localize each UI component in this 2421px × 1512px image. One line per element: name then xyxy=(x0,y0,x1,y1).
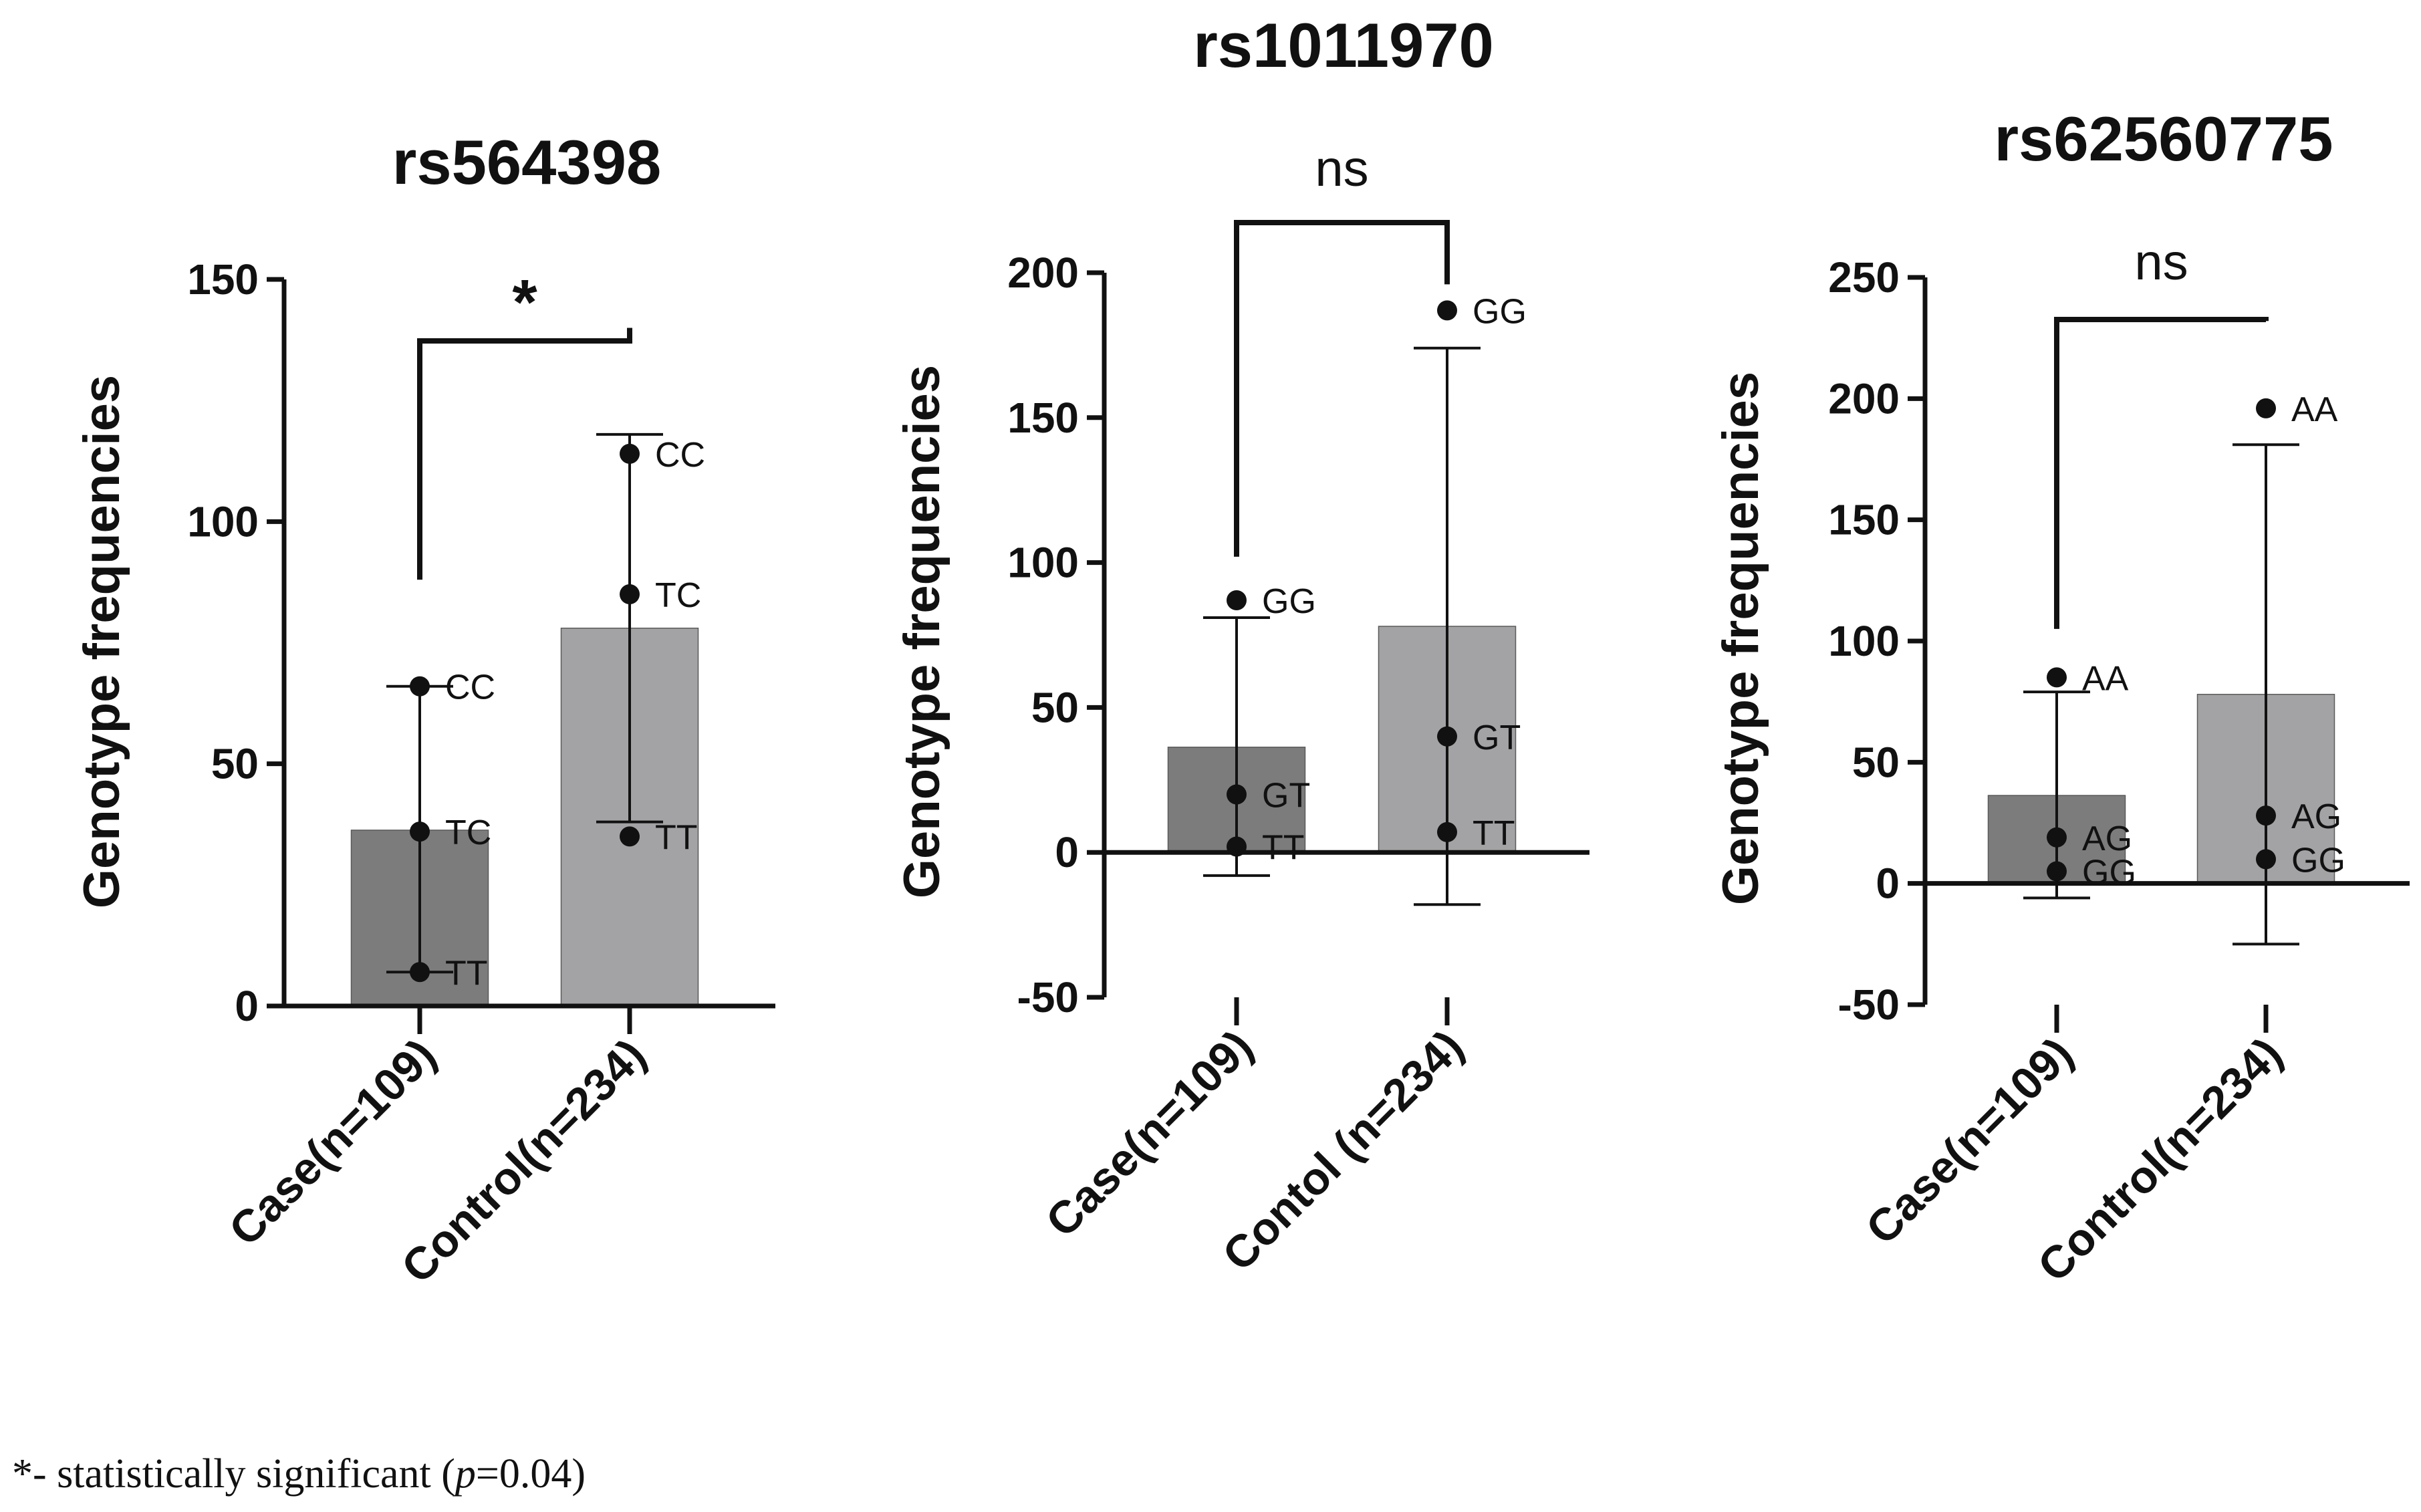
chart3-category-label-1: Case(n=109) xyxy=(1856,1028,2082,1254)
chart1-significance-bracket xyxy=(417,328,632,580)
chart3-y-tick-label: 50 xyxy=(1852,738,1900,786)
chart1-point-tc-2 xyxy=(620,584,640,605)
chart3-point-ag-1 xyxy=(2047,827,2067,848)
chart1-point-label-tt-1: TT xyxy=(445,954,488,993)
chart3-title: rs62560775 xyxy=(1994,104,2333,174)
chart3-significance-bracket xyxy=(2054,317,2269,629)
chart3-significance-label: ns xyxy=(2134,234,2188,291)
chart2-y-tick-label: 200 xyxy=(1007,249,1079,297)
chart1-y-tick-label: 100 xyxy=(187,497,259,545)
chart3-point-label-ag-1: AG xyxy=(2082,820,2132,858)
chart2-y-axis-label: Genotype frequencies xyxy=(894,365,950,898)
chart3-y-axis-label: Genotype frequencies xyxy=(1712,372,1769,905)
chart2-point-label-gt-2: GT xyxy=(1473,719,1521,757)
chart1-y-tick-label: 50 xyxy=(211,740,259,788)
footnote: *- statistically significant (p=0.04) xyxy=(12,1451,586,1498)
chart2-point-label-tt-1: TT xyxy=(1262,829,1305,868)
chart1-point-tc-1 xyxy=(410,822,430,842)
chart2-significance-label: ns xyxy=(1315,140,1368,197)
chart3-point-label-aa-2: AA xyxy=(2291,390,2338,429)
chart1-y-axis-label: Genotype frequencies xyxy=(74,375,130,908)
chart1-y-tick-label: 150 xyxy=(187,255,259,303)
chart2-point-tt-2 xyxy=(1437,822,1457,842)
chart3-y-tick-label: 150 xyxy=(1828,496,1900,544)
footnote-suffix: =0.04) xyxy=(475,1451,586,1497)
chart1-point-label-cc-2: CC xyxy=(655,436,705,475)
chart3-point-ag-2 xyxy=(2256,805,2276,826)
chart2-title: rs1011970 xyxy=(1193,10,1494,80)
chart3-point-label-gg-2: GG xyxy=(2291,841,2345,880)
chart3-y-tick-label: 200 xyxy=(1828,374,1900,422)
chart2-point-gt-2 xyxy=(1437,726,1457,747)
chart2-point-label-tt-2: TT xyxy=(1473,814,1515,853)
chart3-point-label-ag-2: AG xyxy=(2291,797,2341,836)
chart1-point-tt-2 xyxy=(620,826,640,847)
chart3-point-aa-1 xyxy=(2047,667,2067,688)
chart3-y-tick-label: 250 xyxy=(1828,253,1900,301)
chart2-category-label-1: Case(n=109) xyxy=(1036,1021,1262,1247)
chart1-category-label-1: Case(n=109) xyxy=(219,1029,445,1255)
chart2-y-tick-label: 0 xyxy=(1055,828,1079,876)
chart2-point-label-gg-2: GG xyxy=(1473,292,1527,331)
chart1-point-label-tt-2: TT xyxy=(655,818,698,857)
chart1-title: rs564398 xyxy=(392,127,662,197)
chart1-point-cc-1 xyxy=(410,676,430,697)
chart1-point-cc-2 xyxy=(620,443,640,464)
chart1-point-tt-1 xyxy=(410,962,430,983)
chart2-point-tt-1 xyxy=(1227,836,1247,857)
chart2-y-tick-label: 100 xyxy=(1007,539,1079,587)
chart2-point-label-gt-1: GT xyxy=(1262,776,1310,815)
chart2-point-gg-2 xyxy=(1437,300,1457,321)
chart1-point-label-tc-1: TC xyxy=(445,813,491,852)
chart3-point-aa-2 xyxy=(2256,398,2276,418)
chart2-y-tick-label: 150 xyxy=(1007,394,1079,442)
footnote-p-symbol: p xyxy=(455,1451,476,1497)
chart1-y-tick-label: 0 xyxy=(235,982,259,1030)
chart1-point-label-cc-1: CC xyxy=(445,668,495,707)
chart3-point-label-gg-1: GG xyxy=(2082,854,2136,892)
chart1-point-label-tc-2: TC xyxy=(655,576,701,615)
chart2-point-label-gg-1: GG xyxy=(1262,582,1316,621)
chart1-significance-label: * xyxy=(512,267,537,338)
chart3-y-tick-label: 0 xyxy=(1876,860,1900,908)
chart2-point-gt-1 xyxy=(1227,784,1247,805)
chart3-point-gg-2 xyxy=(2256,849,2276,870)
chart2-point-gg-1 xyxy=(1227,590,1247,610)
footnote-prefix: *- statistically significant ( xyxy=(12,1451,455,1497)
chart2-y-tick-label: -50 xyxy=(1017,973,1079,1021)
chart3-y-tick-label: 100 xyxy=(1828,617,1900,665)
chart3-point-gg-1 xyxy=(2047,861,2067,882)
chart2-significance-bracket xyxy=(1234,220,1450,557)
chart2-y-tick-label: 50 xyxy=(1031,683,1079,731)
chart3-y-tick-label: -50 xyxy=(1838,981,1900,1029)
chart3-point-label-aa-1: AA xyxy=(2082,659,2129,698)
